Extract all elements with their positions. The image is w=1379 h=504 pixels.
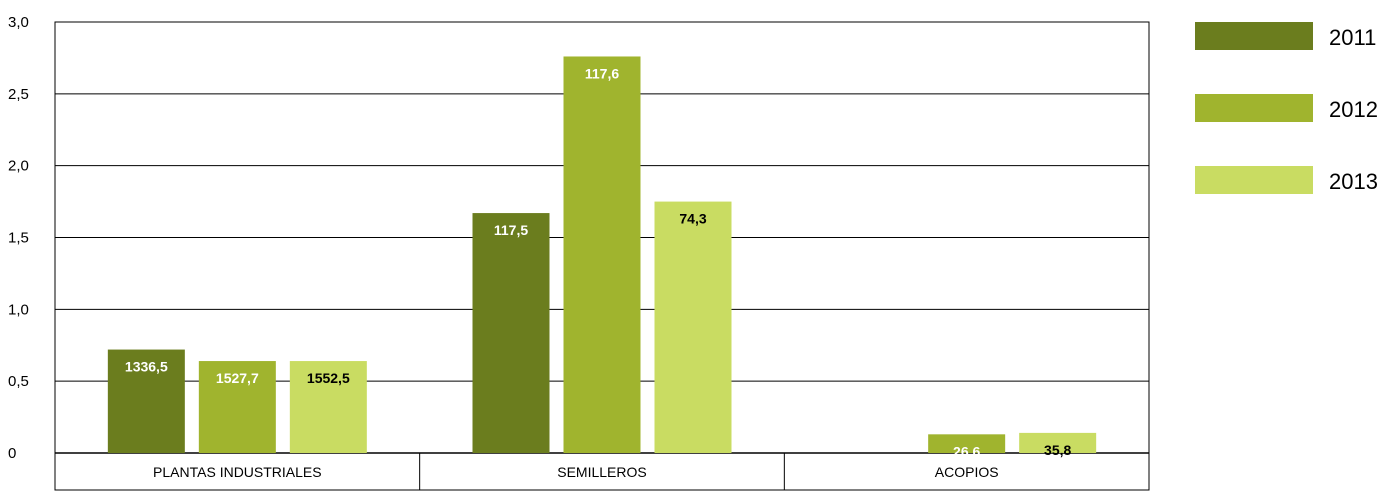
- legend-swatch: [1195, 166, 1313, 194]
- bar-2013-2: [1019, 432, 1097, 453]
- legend: 2011 2012 2013: [1195, 22, 1378, 194]
- y-tick-label: 3,0: [8, 14, 29, 31]
- y-tick-label: 2,0: [8, 158, 29, 175]
- legend-label: 2012: [1329, 97, 1378, 122]
- bars: 1336,5 1527,7 1552,5 117,5 117,6 74,3 26,6 35,8: [107, 56, 1097, 459]
- x-tick-label: PLANTAS INDUSTRIALES: [153, 464, 322, 480]
- x-tick-label: ACOPIOS: [935, 464, 999, 480]
- y-tick-label: 1,0: [8, 301, 29, 318]
- bar-2013-0: [289, 361, 367, 453]
- bar-2013-1: [654, 201, 732, 453]
- bar-2012-0: [198, 361, 276, 453]
- bar-2012-2: [928, 434, 1006, 453]
- bar-2012-1: [563, 56, 641, 453]
- y-tick-label: 2,5: [8, 86, 29, 103]
- bar-2011-0: [107, 349, 185, 453]
- x-axis: PLANTAS INDUSTRIALES SEMILLEROS ACOPIOS: [153, 453, 999, 490]
- legend-swatch: [1195, 94, 1313, 122]
- y-tick-label: 0,5: [8, 373, 29, 390]
- legend-label: 2013: [1329, 169, 1378, 194]
- legend-label: 2011: [1329, 25, 1376, 50]
- data-label: 1527,7: [216, 370, 259, 386]
- y-tick-label: 1,5: [8, 230, 29, 247]
- data-label: 74,3: [679, 211, 706, 227]
- data-label: 35,8: [1044, 442, 1071, 458]
- data-label: 1552,5: [307, 370, 350, 386]
- y-tick-label: 0: [8, 445, 16, 462]
- data-label: 1336,5: [125, 359, 168, 375]
- data-label: 117,5: [494, 222, 528, 238]
- y-axis: 0 0,5 1,0 1,5 2,0 2,5 3,0: [8, 14, 29, 462]
- bar-2011-1: [472, 213, 550, 453]
- x-tick-label: SEMILLEROS: [557, 464, 646, 480]
- data-label: 26,6: [953, 443, 980, 459]
- data-label: 117,6: [585, 65, 619, 81]
- legend-swatch: [1195, 22, 1313, 50]
